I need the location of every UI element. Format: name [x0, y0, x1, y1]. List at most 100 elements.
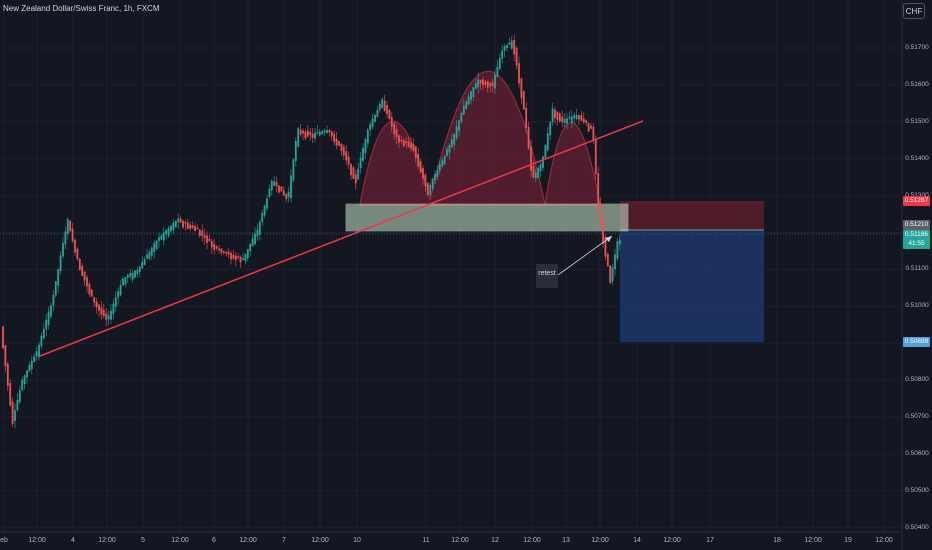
candle-body — [575, 115, 578, 119]
candle-body — [314, 132, 316, 139]
candle-body — [378, 103, 381, 110]
candle-body — [340, 143, 343, 151]
candle-body — [458, 120, 460, 131]
candle-body — [328, 129, 331, 133]
candle-body — [542, 156, 544, 168]
candle-body — [143, 259, 146, 266]
time-label: 12:00 — [875, 537, 893, 544]
candle-body — [263, 205, 266, 216]
time-label: 12 — [491, 537, 499, 544]
candle-body — [486, 81, 489, 88]
candle-body — [290, 175, 292, 199]
candle-body — [30, 360, 33, 370]
candle-body — [134, 270, 136, 278]
candle-body — [50, 305, 52, 317]
candle-body — [510, 40, 513, 49]
candle-body — [556, 111, 559, 120]
candle-body — [160, 235, 163, 240]
candle-body — [299, 129, 302, 135]
candle-body — [326, 129, 328, 133]
candle-body — [359, 157, 362, 169]
candle-body — [321, 131, 324, 135]
candle-body — [222, 251, 225, 253]
candle-body — [592, 126, 595, 141]
candle-body — [9, 382, 12, 406]
candle-body — [302, 130, 304, 134]
candle-body — [609, 265, 612, 284]
candle-body — [287, 191, 290, 198]
candle-body — [100, 307, 103, 315]
time-label: 7 — [282, 537, 286, 544]
candle-body — [162, 232, 165, 241]
candle-body — [148, 251, 151, 259]
candle-body — [311, 133, 314, 138]
candle-body — [102, 309, 105, 316]
candle-body — [18, 390, 21, 403]
price-label: 0.51100 — [905, 265, 929, 273]
grid-lines — [0, 0, 902, 532]
candle-body — [342, 146, 345, 156]
time-label: 11 — [422, 537, 430, 544]
candle-body — [14, 410, 16, 421]
candle-body — [114, 297, 117, 307]
candle-body — [107, 315, 110, 320]
candle-body — [88, 283, 91, 295]
time-label: 12:00 — [239, 537, 257, 544]
time-label: 19 — [844, 537, 852, 544]
candle-body — [354, 174, 357, 184]
candle-body — [455, 126, 458, 138]
price-label: 0.50600 — [905, 449, 929, 457]
candle-body — [194, 226, 196, 231]
candle-body — [489, 83, 492, 87]
candle-body — [215, 246, 218, 249]
candle-body — [407, 141, 410, 147]
candle-body — [520, 78, 523, 98]
candle-body — [105, 313, 108, 320]
time-label: 12:00 — [804, 537, 822, 544]
candle-body — [124, 277, 127, 285]
candle-body — [618, 239, 621, 245]
candle-body — [146, 254, 148, 259]
currency-button[interactable]: CHF — [903, 3, 925, 19]
candle-body — [292, 159, 295, 181]
candle-body — [239, 256, 242, 263]
candle-body — [119, 285, 122, 296]
candle-body — [477, 79, 480, 88]
candle-body — [431, 178, 434, 189]
candle-body — [400, 139, 403, 142]
time-label: 12:00 — [663, 537, 681, 544]
candle-body — [602, 220, 604, 244]
candle-body — [597, 173, 600, 207]
candle-body — [150, 247, 153, 256]
candle-body — [371, 118, 374, 128]
candle-body — [606, 253, 609, 267]
candle-body — [201, 230, 204, 236]
candle-body — [563, 118, 566, 123]
time-label: 4 — [71, 537, 75, 544]
retest-annotation[interactable]: retest — [536, 264, 558, 288]
candle-body — [172, 222, 175, 231]
candle-body — [38, 344, 40, 358]
candle-body — [62, 242, 64, 257]
candle-body — [570, 116, 573, 123]
candle-body — [395, 129, 398, 138]
candle-body — [525, 108, 528, 129]
candle-body — [333, 133, 336, 142]
candle-body — [210, 241, 213, 248]
candle-body — [136, 269, 139, 275]
candle-body — [316, 131, 319, 134]
candle-body — [515, 47, 518, 66]
candle-body — [522, 91, 525, 110]
candle-body — [266, 198, 268, 209]
trendline[interactable] — [39, 120, 644, 357]
candle-body — [244, 253, 247, 262]
candle-body — [616, 241, 619, 259]
candle-body — [345, 151, 348, 161]
price-label: 0.51500 — [905, 117, 929, 125]
candle-body — [434, 173, 436, 181]
candle-body — [246, 248, 249, 259]
candle-body — [503, 46, 506, 51]
candle-body — [129, 273, 132, 277]
candle-body — [530, 146, 532, 171]
